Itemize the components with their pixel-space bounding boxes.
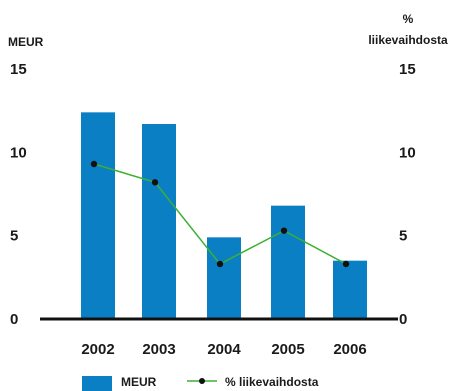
right-tick-label: 15 <box>399 61 416 78</box>
legend-line-marker <box>199 378 205 384</box>
bar-2004 <box>207 237 241 319</box>
percent-point-2002 <box>91 161 97 167</box>
bar-series <box>81 112 367 319</box>
left-tick-label: 0 <box>10 311 18 328</box>
legend-bar-label: MEUR <box>121 375 157 389</box>
x-tick-label: 2006 <box>333 341 366 358</box>
legend-line-label: % liikevaihdosta <box>225 375 319 389</box>
bar-2003 <box>142 124 176 319</box>
right-tick-label: 10 <box>399 144 416 161</box>
legend-bar-swatch <box>82 376 112 391</box>
right-axis-title-line-1: % <box>403 12 414 26</box>
left-tick-label: 10 <box>10 144 27 161</box>
x-tick-label: 2004 <box>207 341 241 358</box>
left-axis-ticks: 15 10 5 0 <box>10 61 27 328</box>
x-tick-label: 2003 <box>142 341 175 358</box>
percent-point-2006 <box>343 261 349 267</box>
left-tick-label: 15 <box>10 61 27 78</box>
percent-point-2003 <box>152 179 158 185</box>
x-tick-label: 2002 <box>81 341 114 358</box>
x-axis-ticks: 2002 2003 2004 2005 2006 <box>81 341 366 358</box>
percent-point-2005 <box>281 227 287 233</box>
bar-2005 <box>271 206 305 319</box>
right-axis-ticks: 15 10 5 0 <box>399 61 416 328</box>
percent-point-2004 <box>217 261 223 267</box>
bar-2006 <box>333 261 367 319</box>
right-axis-title-line-2: liikevaihdosta <box>368 33 448 47</box>
x-tick-label: 2005 <box>271 341 304 358</box>
left-axis-title: MEUR <box>8 35 44 49</box>
right-tick-label: 5 <box>399 228 407 245</box>
left-tick-label: 5 <box>10 228 18 245</box>
bar-2002 <box>81 112 115 319</box>
legend: MEUR % liikevaihdosta <box>82 375 319 391</box>
right-tick-label: 0 <box>399 311 407 328</box>
